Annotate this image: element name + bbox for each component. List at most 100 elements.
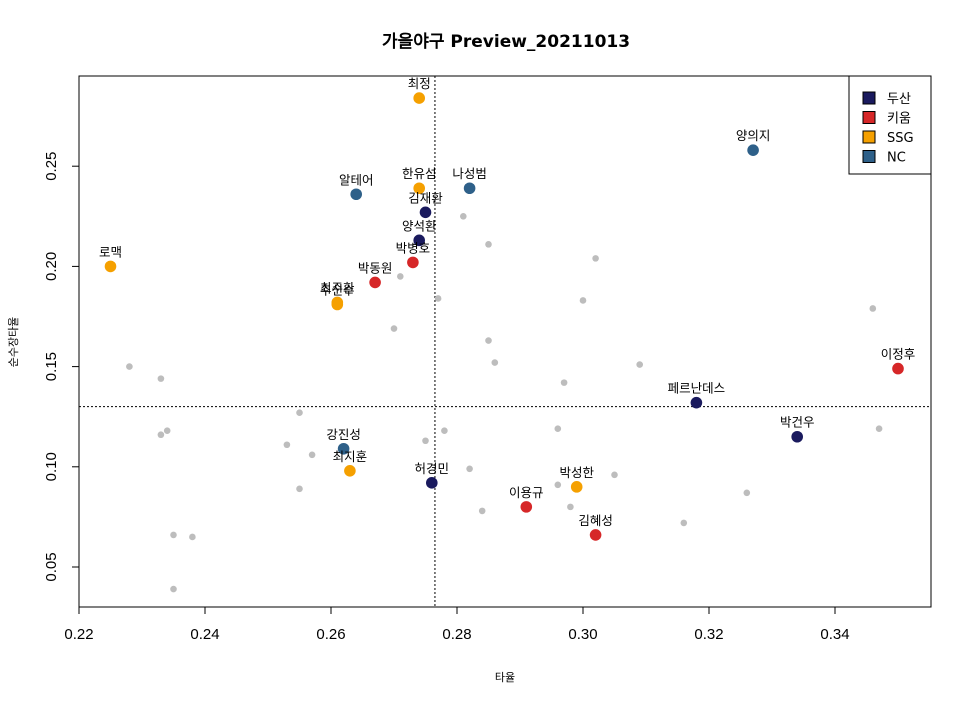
player-point [413,92,426,104]
y-axis-label: 순수장타율 [7,317,20,368]
y-tick-label: 0.15 [43,352,60,381]
other-player-point [157,375,165,382]
player-label: 박성한 [559,465,594,480]
player-point [350,188,363,201]
player-point [892,362,904,375]
legend-label: NC [887,151,906,166]
player-point [463,182,476,195]
x-axis-label: 타율 [495,671,515,684]
other-player-point [157,431,165,439]
player-label: 양석환 [402,218,437,233]
other-player-point [434,295,442,302]
x-axis: 0.22 0.24 0.26 0.28 0.30 0.32 0.34 [64,606,850,643]
other-player-point [441,427,448,435]
other-player-point [554,425,562,433]
highlighted-players-points [104,92,904,541]
player-label: 최지훈 [333,449,368,464]
other-player-point [611,471,618,479]
player-label: 허경민 [415,461,450,476]
plot-frame [78,75,932,608]
player-label: 박동원 [358,260,393,275]
other-player-point [567,503,574,511]
other-player-point [189,533,196,541]
y-axis: 0.05 0.10 0.15 0.20 0.25 [43,152,80,582]
player-label: 알테어 [339,172,374,187]
other-player-point [170,585,177,593]
other-player-point [283,441,291,449]
player-point [413,182,426,195]
player-label: 박건우 [780,415,815,430]
other-player-point [869,305,877,312]
other-player-point [875,425,883,433]
other-player-point [460,213,467,220]
legend-label: 두산 [887,92,911,107]
other-player-point [554,481,562,489]
player-point [426,477,438,489]
legend-swatch [862,130,876,144]
player-label: 나성범 [452,166,487,181]
other-player-point [422,437,429,445]
player-point [104,260,117,273]
y-tick-label: 0.10 [43,452,60,481]
legend-swatch [862,111,876,124]
x-tick-label: 0.32 [694,626,723,643]
other-player-point [485,337,492,344]
x-tick-label: 0.30 [568,626,597,643]
player-point [369,276,381,289]
other-player-point [485,241,492,248]
other-player-point [743,489,751,497]
player-label: 최정 [408,76,431,91]
y-tick-label: 0.05 [43,552,60,581]
other-players-points [126,213,883,593]
y-tick-label: 0.25 [43,152,60,181]
player-point [791,430,803,443]
legend-swatch [862,91,876,105]
other-player-point [560,379,568,386]
chart-title: 가을야구 Preview_20211013 [382,32,630,52]
x-tick-label: 0.22 [64,626,93,643]
player-point [589,529,602,541]
player-label: 로맥 [99,244,122,259]
player-label: 양의지 [736,128,771,143]
other-player-point [680,519,688,527]
player-label: 최주환 [320,280,355,295]
other-player-point [163,427,171,435]
player-label: 페르난데스 [668,381,726,396]
player-point [407,256,419,269]
other-player-point [170,531,177,539]
player-point [344,465,356,477]
player-point [747,144,759,156]
player-label: 이용규 [509,485,544,500]
legend-swatch [862,150,876,163]
player-label: 박병호 [396,240,431,255]
x-tick-label: 0.24 [190,626,219,643]
legend-label: 키움 [887,112,911,127]
player-point [419,206,432,219]
player-label: 김재환 [408,190,443,205]
player-point [413,234,426,247]
x-tick-label: 0.28 [442,626,471,643]
other-player-point [126,363,133,370]
other-player-point [296,485,303,493]
player-label: 김혜성 [578,513,613,528]
x-tick-label: 0.26 [316,626,345,643]
other-player-point [466,465,473,473]
other-player-point [397,273,404,280]
player-point [337,442,350,455]
other-player-point [308,451,316,459]
other-player-point [491,359,499,366]
other-player-point [478,507,486,515]
x-tick-label: 0.34 [820,626,849,643]
player-point [690,396,703,409]
player-label: 한유섬 [402,166,437,181]
y-tick-label: 0.20 [43,252,60,281]
player-label: 이정후 [881,347,916,362]
other-player-point [636,361,643,368]
legend-label: SSG [887,131,914,146]
player-point [570,481,583,493]
player-point [520,501,533,513]
